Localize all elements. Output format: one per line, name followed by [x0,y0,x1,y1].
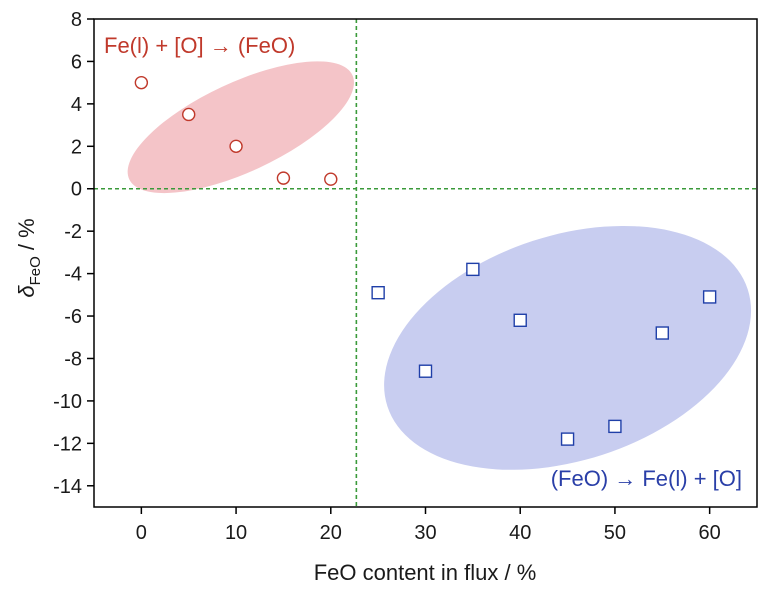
y-axis-title-symbol: δ [14,285,39,298]
circle-point [229,139,243,154]
x-tick-label: 30 [414,522,436,544]
square-point [513,313,527,327]
square-point [371,286,385,300]
y-tick-label: -10 [53,391,82,413]
y-tick-label: -4 [64,264,82,286]
square-point [702,290,717,304]
y-axis-ticks: 8 6 4 2 0 -2 -4 -6 -8 -10 -12 -14 [53,9,94,498]
reference-lines [94,19,757,507]
y-tick-label: -2 [64,221,82,243]
x-axis-title: FeO content in flux / % [314,560,537,585]
y-axis-title: δFeO / % [14,218,44,297]
region-ellipse-1 [127,61,354,194]
highlight-regions [127,61,752,470]
y-tick-label: 0 [71,179,82,201]
data-points [134,75,717,446]
x-axis-ticks: 0 10 20 30 40 50 60 [136,507,721,544]
annotation-reduction: (FeO) → Fe(l) + [O] [551,466,742,491]
y-tick-label: -8 [64,348,82,370]
square-point [418,364,433,378]
y-tick-label: 4 [71,94,82,116]
y-tick-label: 8 [71,9,82,31]
y-tick-label: 6 [71,51,82,73]
x-tick-label: 60 [699,522,721,544]
circle-point [276,171,291,185]
square-point [560,432,575,446]
y-tick-label: -14 [53,476,82,498]
x-tick-label: 20 [320,522,342,544]
circle-point [324,172,338,186]
region-ellipse-2 [384,225,752,470]
circle-point [182,107,196,122]
x-tick-label: 10 [225,522,247,544]
y-axis-title-subscript: FeO [27,256,44,285]
x-tick-label: 40 [509,522,531,544]
square-point [655,326,669,340]
square-point [466,262,480,277]
y-tick-label: 2 [71,136,82,158]
x-tick-label: 50 [604,522,626,544]
annotation-oxidation: Fe(l) + [O] → (FeO) [104,33,295,58]
y-axis-title-unit: / % [14,218,39,256]
circle-point [134,75,149,90]
square-point [608,419,622,434]
y-tick-label: -12 [53,433,82,455]
y-tick-label: -6 [64,306,82,328]
x-tick-label: 0 [136,522,147,544]
